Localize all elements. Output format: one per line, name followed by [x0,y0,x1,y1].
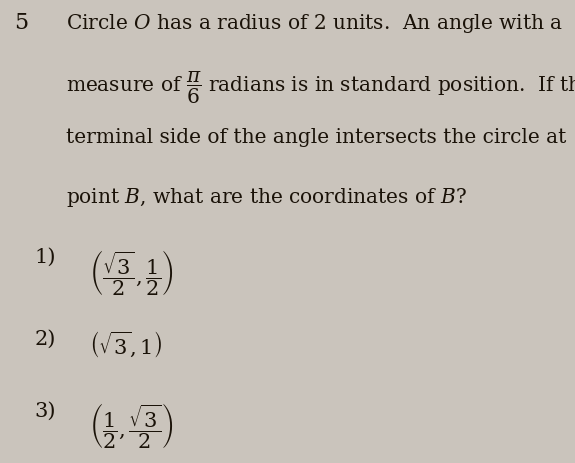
Text: $\left(\sqrt{3},1\right)$: $\left(\sqrt{3},1\right)$ [89,329,162,359]
Text: $\left(\dfrac{\sqrt{3}}{2},\dfrac{1}{2}\right)$: $\left(\dfrac{\sqrt{3}}{2},\dfrac{1}{2}\… [89,248,174,298]
Text: terminal side of the angle intersects the circle at: terminal side of the angle intersects th… [66,127,566,146]
Text: 5: 5 [14,12,29,33]
Text: measure of $\dfrac{\pi}{6}$ radians is in standard position.  If the: measure of $\dfrac{\pi}{6}$ radians is i… [66,69,575,106]
Text: Circle $O$ has a radius of 2 units.  An angle with a: Circle $O$ has a radius of 2 units. An a… [66,12,564,35]
Text: 1): 1) [34,248,56,267]
Text: 2): 2) [34,329,56,348]
Text: $\left(\dfrac{1}{2},\dfrac{\sqrt{3}}{2}\right)$: $\left(\dfrac{1}{2},\dfrac{\sqrt{3}}{2}\… [89,400,174,450]
Text: 3): 3) [34,400,56,419]
Text: point $B$, what are the coordinates of $B$?: point $B$, what are the coordinates of $… [66,185,467,208]
